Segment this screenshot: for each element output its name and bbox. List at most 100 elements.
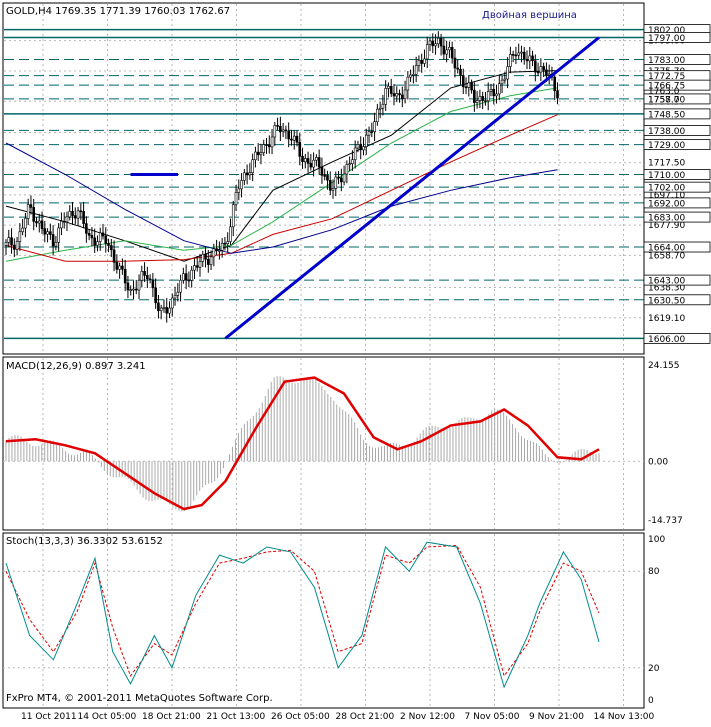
candle-body <box>497 83 501 95</box>
candle-body <box>254 151 257 161</box>
candle-body <box>431 40 435 47</box>
price-chart-title: GOLD,H4 1769.35 1771.39 1760.03 1762.67 <box>6 6 230 17</box>
level-tag-label: 1692.00 <box>648 199 685 209</box>
candle-body <box>412 74 415 76</box>
candle-body <box>295 135 299 143</box>
level-tag-label: 1683.00 <box>648 214 685 224</box>
candle-body <box>151 279 155 289</box>
level-tag-box <box>643 54 711 65</box>
candle-body <box>57 227 60 243</box>
candle-body <box>173 295 177 299</box>
level-tag-box <box>643 108 711 120</box>
candle-body <box>461 75 465 88</box>
candle-body <box>378 107 382 110</box>
x-tick-label: 11 Oct 2011 <box>21 712 77 722</box>
candle-body <box>320 166 324 176</box>
candle-body <box>276 125 279 127</box>
candle-body <box>334 176 338 189</box>
candle-body <box>184 273 188 281</box>
x-tick-label: 14 Oct 05:00 <box>78 712 137 722</box>
level-tag-box <box>643 294 711 306</box>
candle-body <box>60 220 63 229</box>
level-tag: 1702.00 <box>643 181 711 194</box>
level-tag-box <box>643 241 711 253</box>
candle-body <box>395 93 399 97</box>
candle-body <box>96 241 99 246</box>
candle-body <box>475 100 479 103</box>
level-tag-box <box>643 332 711 344</box>
candle-body <box>237 188 241 193</box>
candle-body <box>126 282 130 291</box>
x-tick-label: 14 Nov 13:00 <box>594 712 655 722</box>
candle-body <box>486 91 490 102</box>
candle-body <box>492 88 496 97</box>
candle-body <box>115 262 119 270</box>
candle-body <box>40 220 44 229</box>
candle-body <box>287 130 290 140</box>
candle-body <box>514 54 518 57</box>
candle-body <box>450 46 454 59</box>
candle-body <box>198 261 202 268</box>
candle-body <box>356 144 360 149</box>
candle-body <box>54 242 58 247</box>
candle-body <box>553 76 557 92</box>
candle-body <box>545 69 548 76</box>
candle-body <box>193 265 196 271</box>
candle-body <box>90 235 94 239</box>
pane-frame <box>2 532 645 709</box>
macd-title: MACD(12,26,9) 0.897 3.241 <box>6 361 146 372</box>
level-tag: 1606.00 <box>643 332 711 345</box>
level-tag-box <box>643 79 711 91</box>
candle-body <box>267 144 271 148</box>
pane-frame <box>2 2 645 355</box>
level-tag-label: 1772.75 <box>648 72 685 82</box>
candle-body <box>362 146 365 151</box>
candle-body <box>503 78 507 81</box>
candle-body <box>456 67 460 70</box>
candle-body <box>220 242 224 251</box>
candle-body <box>370 131 374 133</box>
level-tag-box <box>643 211 711 223</box>
candle-body <box>73 215 77 219</box>
candle-body <box>243 172 246 181</box>
candle-body <box>406 76 410 91</box>
candle-body <box>326 175 329 181</box>
candle-body <box>15 241 19 250</box>
candle-body <box>204 254 207 260</box>
candle-body <box>107 243 110 246</box>
candle-body <box>373 121 376 133</box>
candle-body <box>292 135 296 141</box>
price-tick-label: 1638.30 <box>648 284 685 294</box>
candle-body <box>148 278 152 281</box>
candle-body <box>351 159 354 164</box>
candle-body <box>423 58 426 64</box>
candle-body <box>298 141 302 157</box>
candle-body <box>506 66 509 80</box>
level-tag-label: 1710.00 <box>648 171 685 181</box>
candle-body <box>442 45 446 55</box>
candle-body <box>85 223 88 234</box>
candle-body <box>98 232 102 242</box>
level-tag-label: 1606.00 <box>648 335 685 345</box>
moving-average-line <box>5 114 558 262</box>
level-tag-label: 1729.00 <box>648 141 685 151</box>
axis-labels: 11 Oct 2011 14 Oct 05:00 18 Oct 21:00 21 Oc… <box>21 24 711 722</box>
candle-body <box>51 234 55 247</box>
candle-body <box>146 275 149 280</box>
candle-body <box>437 37 440 45</box>
candle-body <box>434 43 437 47</box>
candle-body <box>403 89 407 99</box>
candle-body <box>520 51 523 54</box>
candle-body <box>387 85 390 89</box>
candle-body <box>112 249 116 263</box>
candle-body <box>398 93 401 96</box>
macd-tick-label: 24.155 <box>648 361 680 371</box>
candle-body <box>154 287 157 304</box>
candle-body <box>137 279 141 291</box>
candle-body <box>342 173 346 183</box>
level-tag-box <box>643 274 711 286</box>
price-tick-label: 1677.90 <box>648 221 685 231</box>
candle-body <box>179 279 182 293</box>
candle-body <box>245 172 249 176</box>
